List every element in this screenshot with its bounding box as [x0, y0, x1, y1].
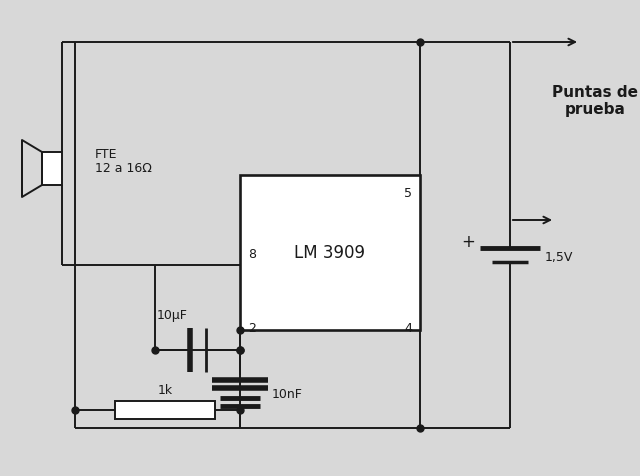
Text: 4: 4 — [404, 322, 412, 335]
Text: 10μF: 10μF — [157, 309, 188, 322]
Bar — [240, 175, 420, 330]
Bar — [42, 152, 62, 185]
Text: 10nF: 10nF — [272, 388, 303, 401]
Text: +: + — [461, 233, 475, 251]
Text: LM 3909: LM 3909 — [294, 244, 365, 261]
Text: 5: 5 — [404, 187, 412, 200]
Text: 8: 8 — [248, 248, 256, 261]
Bar — [115, 401, 215, 419]
Text: 1,5V: 1,5V — [545, 251, 573, 265]
Text: 1k: 1k — [157, 384, 173, 397]
Text: Puntas de
prueba: Puntas de prueba — [552, 85, 638, 118]
Text: 12 a 16Ω: 12 a 16Ω — [95, 162, 152, 175]
Text: FTE: FTE — [95, 148, 118, 161]
Text: 2: 2 — [248, 322, 256, 335]
